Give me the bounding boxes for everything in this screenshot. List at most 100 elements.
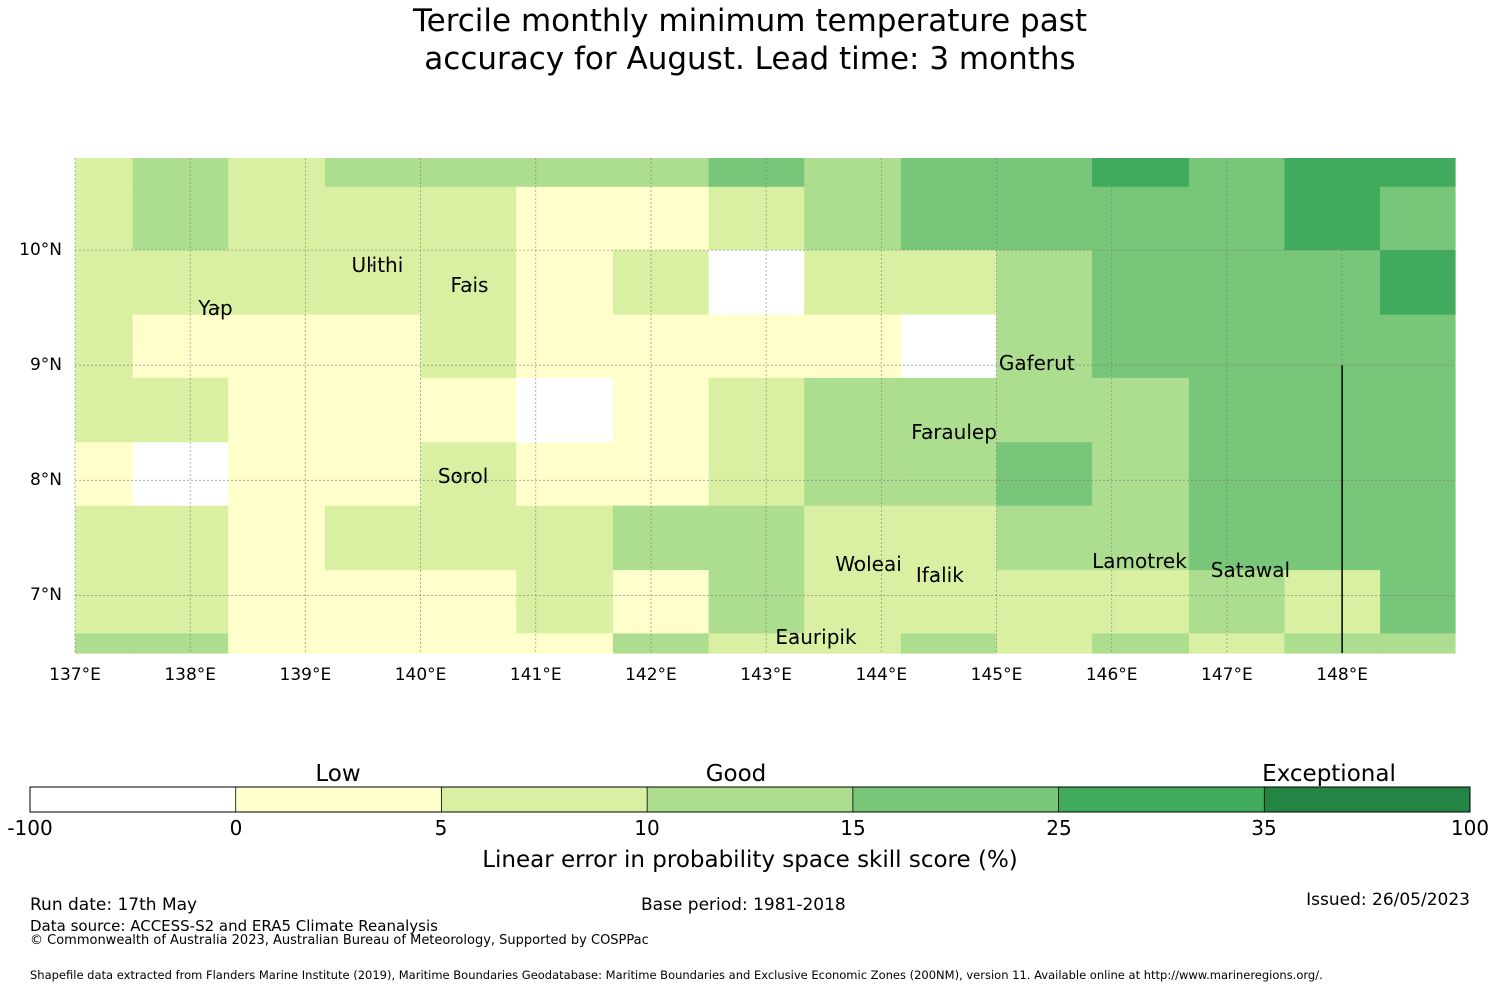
grid-cell <box>900 250 998 316</box>
grid-cell <box>325 633 422 654</box>
lon-tick-label: 137°E <box>49 665 101 685</box>
colorbar-tick-5: 5 <box>434 816 448 840</box>
place-label: Sorol <box>437 464 489 489</box>
grid-cell <box>228 570 326 634</box>
colorbar-segment <box>1058 787 1265 812</box>
grid-cell <box>516 505 614 571</box>
island-marker <box>469 283 472 287</box>
grid-cell <box>516 377 614 443</box>
grid-cell <box>612 314 710 379</box>
lon-tick-label: 145°E <box>970 665 1023 685</box>
lon-tick-label: 138°E <box>164 665 217 685</box>
grid-cell <box>1092 633 1190 654</box>
grid-cell <box>132 633 229 654</box>
copyright: © Commonwealth of Australia 2023, Austra… <box>30 933 649 948</box>
grid-cell <box>325 377 422 443</box>
grid-cell <box>325 186 422 251</box>
title-line-1: Tercile monthly minimum temperature past <box>412 3 1088 39</box>
grid-cell <box>996 442 1093 507</box>
grid-cell <box>1188 505 1286 571</box>
lon-tick-label: 140°E <box>394 665 447 685</box>
colorbar-tick-0: 0 <box>229 816 243 840</box>
island-markers <box>217 264 1232 639</box>
place-label: Faraulep <box>911 420 997 445</box>
grid-cell <box>900 505 998 571</box>
grid-cell <box>900 186 998 251</box>
grid-cell <box>1092 505 1190 571</box>
grid-cell <box>420 314 517 379</box>
grid-cell <box>804 158 902 188</box>
grid-cell <box>1284 314 1381 379</box>
grid-cell <box>1380 377 1456 443</box>
grid-cell <box>708 505 805 571</box>
grid-cell <box>1092 442 1190 507</box>
grid-cell <box>804 377 902 443</box>
grid-cell <box>516 186 614 251</box>
colorbar <box>29 786 1471 813</box>
grid-cell <box>420 158 517 188</box>
graticule <box>74 158 1455 653</box>
grid-cell <box>325 442 422 507</box>
grid-cell <box>804 505 902 571</box>
grid-cell <box>325 250 422 316</box>
island-marker <box>1111 560 1114 563</box>
grid-cell <box>804 250 902 316</box>
grid-cell <box>132 442 229 507</box>
island-marker <box>1229 569 1232 572</box>
colorbar-segment <box>441 787 648 812</box>
grid-cell <box>516 442 614 507</box>
grid-cell <box>1092 570 1190 634</box>
grid-cell <box>420 442 517 507</box>
grid-cell <box>1380 505 1456 571</box>
lon-tick-label: 139°E <box>279 665 332 685</box>
grid-cell <box>708 186 805 251</box>
grid-cell <box>1380 442 1456 507</box>
place-label: Ifalik <box>915 563 964 588</box>
grid-cell <box>708 633 805 654</box>
grid-cell <box>420 633 517 654</box>
colorbar-segment <box>235 787 442 812</box>
issued-date: Issued: 26/05/2023 <box>1306 890 1470 910</box>
grid-cell <box>132 570 229 634</box>
grid-cell <box>1092 377 1190 443</box>
grid-cell <box>1188 158 1286 188</box>
lon-tick-label: 148°E <box>1316 665 1368 685</box>
island-marker <box>854 562 857 565</box>
colorbar-tick-minus100: -100 <box>7 816 53 840</box>
place-label: Eauripik <box>775 625 857 650</box>
grid-cell <box>1188 377 1286 443</box>
grid-cell <box>516 158 614 188</box>
grid-cell <box>708 442 805 507</box>
colorbar-tick-10: 10 <box>634 816 660 840</box>
title-line-2: accuracy for August. Lead time: 3 months <box>424 41 1076 77</box>
place-label: Woleai <box>835 551 902 576</box>
category-exceptional: Exceptional <box>1262 761 1396 787</box>
grid-cell <box>132 377 229 443</box>
colorbar-tick-35: 35 <box>1251 816 1277 840</box>
grid-cell <box>1284 250 1381 316</box>
grid-cell <box>900 442 998 507</box>
grid-cell <box>612 633 710 654</box>
place-label: Fais <box>450 272 489 297</box>
grid-cell <box>75 570 134 634</box>
colorbar-segment <box>852 787 1060 812</box>
grid-cell <box>1284 633 1381 654</box>
shapefile-note: Shapefile data extracted from Flanders M… <box>30 968 1323 982</box>
grid-cell <box>996 158 1093 188</box>
grid-cell <box>804 570 902 634</box>
grid-cell <box>1380 158 1456 188</box>
chart-title: Tercile monthly minimum temperature past… <box>0 2 1500 78</box>
grid-cell <box>1092 250 1190 316</box>
grid-cell <box>228 314 326 379</box>
base-period: Base period: 1981-2018 <box>641 895 846 915</box>
grid-cell <box>228 250 326 316</box>
island-marker <box>930 431 933 434</box>
place-label: Ulithi <box>351 253 404 278</box>
grid-cell <box>132 505 229 571</box>
grid-cell <box>228 158 326 188</box>
island-marker <box>934 573 938 577</box>
grid-cell <box>612 186 710 251</box>
grid-cell <box>1380 250 1456 316</box>
grid-cell <box>325 314 422 379</box>
